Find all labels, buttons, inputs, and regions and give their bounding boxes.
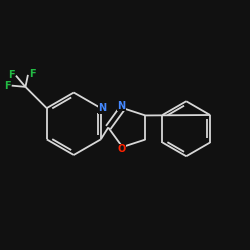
Text: F: F — [29, 69, 36, 79]
Text: O: O — [117, 144, 125, 154]
Text: N: N — [117, 101, 125, 111]
Text: N: N — [98, 103, 106, 113]
Text: F: F — [4, 80, 10, 90]
Text: F: F — [8, 70, 15, 80]
